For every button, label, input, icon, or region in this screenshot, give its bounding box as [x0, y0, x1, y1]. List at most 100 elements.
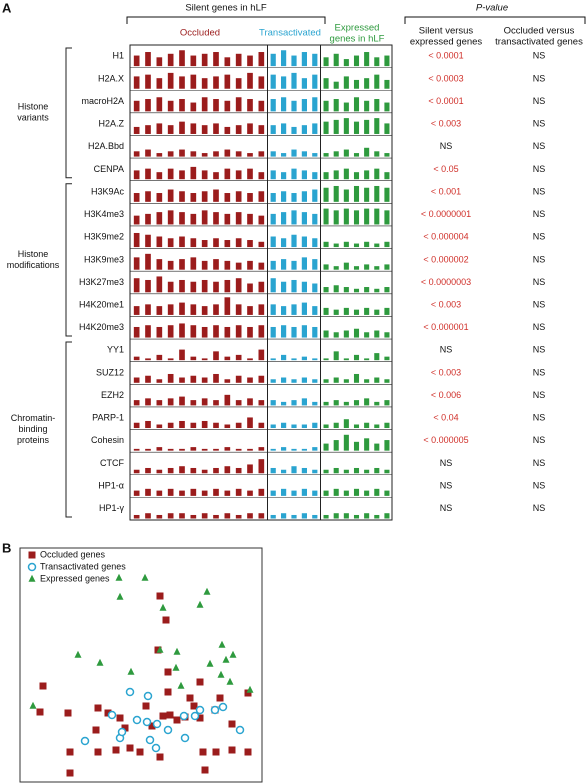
bar — [353, 121, 360, 134]
point — [151, 743, 161, 753]
bar — [167, 467, 174, 474]
bar — [156, 153, 163, 157]
bar — [247, 513, 253, 519]
p-value: NS — [440, 345, 453, 355]
panel-label: A — [2, 0, 12, 15]
bar — [213, 123, 219, 134]
bar — [145, 125, 151, 134]
bar — [333, 422, 339, 429]
bar — [374, 309, 380, 315]
bar — [323, 172, 329, 180]
p-value: NS — [533, 390, 546, 400]
bar — [333, 440, 339, 451]
bar — [190, 514, 197, 519]
bar — [190, 213, 197, 225]
p-value: < 0.003 — [431, 119, 461, 129]
bar — [343, 262, 349, 270]
bar — [213, 151, 219, 157]
bar — [312, 422, 318, 429]
bar — [247, 398, 253, 406]
point — [172, 663, 180, 671]
bar — [291, 326, 297, 338]
bar — [190, 375, 197, 383]
bar — [156, 97, 163, 112]
bar — [312, 447, 318, 451]
bar — [258, 422, 265, 429]
bar — [270, 514, 276, 519]
bar — [343, 208, 349, 225]
bar — [224, 168, 231, 180]
p-value: < 0.0001 — [428, 96, 463, 106]
bar — [270, 170, 276, 180]
bar — [190, 422, 197, 429]
bar — [343, 76, 349, 89]
bar — [133, 356, 140, 361]
bar — [201, 490, 208, 496]
bar — [224, 126, 231, 134]
bar — [312, 172, 318, 180]
row-label: H4K20me1 — [79, 299, 124, 309]
bar — [281, 377, 287, 383]
p-value: < 0.000005 — [423, 435, 468, 445]
bar — [343, 401, 349, 406]
bar — [179, 302, 185, 315]
bar — [258, 447, 265, 451]
bar — [281, 172, 287, 180]
bar — [258, 349, 265, 361]
point — [173, 716, 181, 724]
bar — [374, 353, 380, 361]
bar — [384, 422, 390, 429]
bar — [374, 288, 380, 293]
bar — [145, 358, 151, 361]
bar — [374, 330, 380, 338]
bar — [133, 100, 140, 112]
bar — [343, 469, 349, 474]
row-label: H3K27me3 — [79, 277, 124, 287]
row-label: HP1-α — [98, 480, 124, 490]
point — [196, 714, 204, 722]
point — [116, 714, 124, 722]
point — [159, 712, 167, 720]
bar — [333, 488, 339, 496]
bar — [281, 76, 287, 89]
bar — [179, 149, 185, 157]
bar — [353, 514, 360, 519]
bar — [291, 400, 297, 406]
bar — [270, 490, 276, 496]
bar — [374, 118, 380, 134]
bar — [179, 420, 185, 429]
bar — [291, 126, 297, 134]
bar — [270, 400, 276, 406]
p-value: NS — [440, 480, 453, 490]
point — [244, 689, 252, 697]
bar — [133, 257, 140, 270]
bar — [333, 243, 339, 248]
bar — [312, 490, 318, 496]
bar — [374, 467, 380, 474]
point — [94, 748, 102, 756]
bar — [281, 354, 287, 361]
bar — [179, 191, 185, 202]
bar — [258, 488, 265, 496]
bar — [364, 78, 370, 89]
bar — [333, 285, 339, 293]
bar — [179, 396, 185, 406]
bar — [281, 212, 287, 225]
bar — [224, 424, 231, 429]
bar — [312, 514, 318, 519]
bar — [213, 52, 219, 67]
bar — [201, 306, 208, 315]
point — [66, 748, 74, 756]
expressed-header: Expressed — [335, 23, 380, 34]
bar — [179, 212, 185, 225]
bar — [224, 57, 231, 67]
bar — [374, 514, 380, 519]
bar — [179, 50, 185, 67]
bar — [270, 213, 276, 225]
p-value: NS — [440, 141, 453, 151]
p-value: < 0.001 — [431, 186, 461, 196]
bar — [145, 99, 151, 112]
bar — [281, 513, 287, 519]
group-label: proteins — [17, 435, 50, 445]
group-bracket — [65, 47, 72, 179]
